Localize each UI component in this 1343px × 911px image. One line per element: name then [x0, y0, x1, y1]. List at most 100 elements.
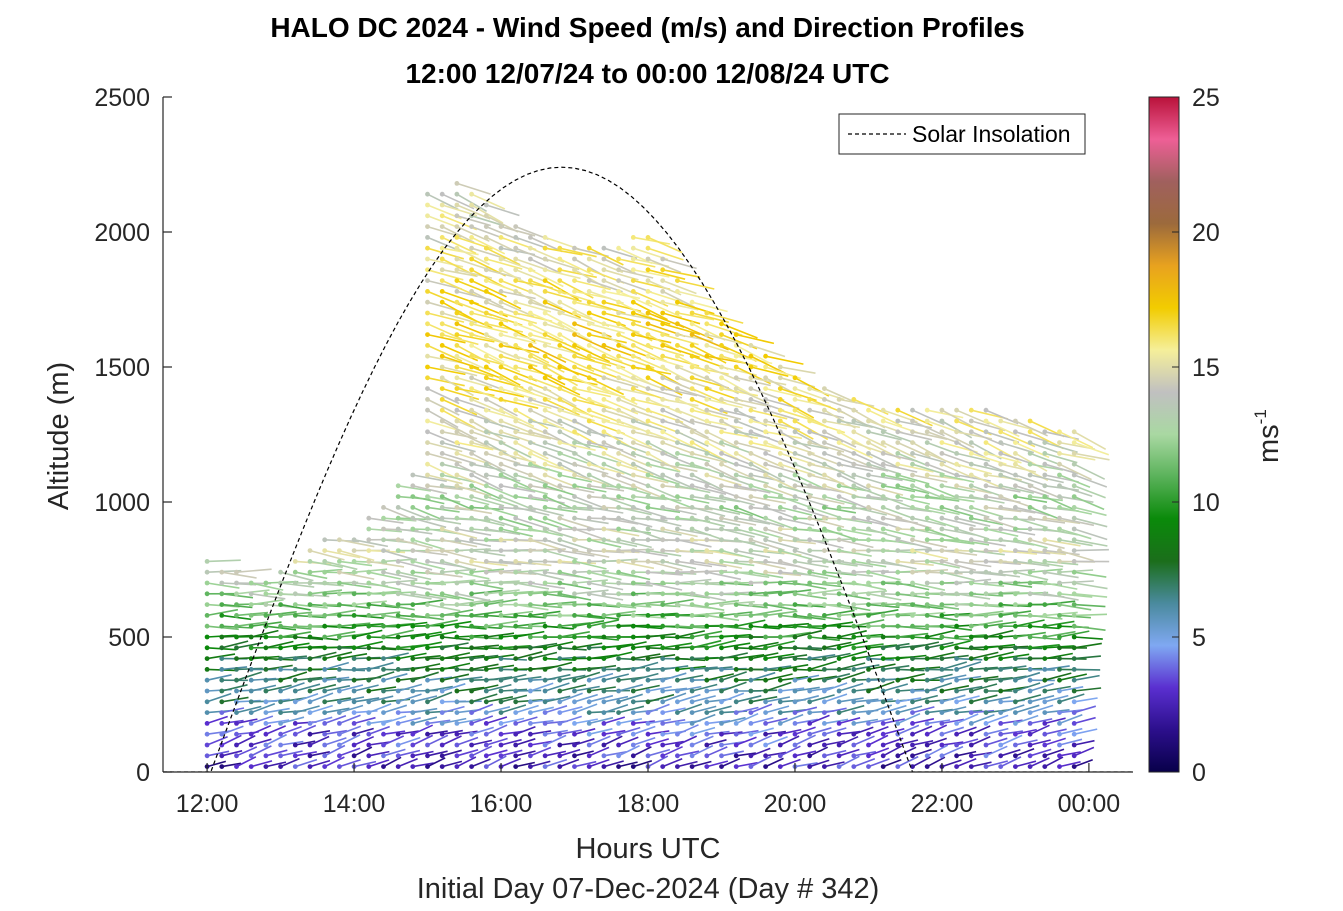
wind-vector	[868, 663, 896, 671]
wind-vector-head	[1057, 505, 1062, 510]
wind-vector-head	[483, 310, 489, 316]
wind-vector-head	[454, 742, 460, 748]
wind-vector-head	[483, 429, 489, 435]
wind-vector	[691, 713, 716, 725]
wind-vector-head	[733, 494, 739, 499]
wind-vector-head	[645, 699, 651, 705]
wind-vector-head	[469, 623, 474, 629]
wind-vector-head	[851, 451, 857, 456]
wind-vector-head	[704, 721, 710, 726]
x-axis-sublabel: Initial Day 07-Dec-2024 (Day # 342)	[417, 873, 880, 905]
wind-vector-head	[292, 753, 298, 759]
wind-vector-head	[645, 418, 651, 424]
wind-vector	[383, 756, 402, 768]
wind-vector-head	[822, 591, 827, 597]
wind-vector-head	[204, 580, 210, 586]
wind-vector	[324, 630, 356, 638]
wind-vector-head	[366, 569, 372, 575]
wind-vector	[794, 560, 829, 568]
wind-vector-head	[292, 677, 298, 683]
wind-vector	[897, 697, 922, 703]
chart-title: HALO DC 2024 - Wind Speed (m/s) and Dire…	[270, 12, 1025, 43]
wind-vector-head	[1027, 742, 1033, 748]
wind-vector	[794, 734, 816, 746]
wind-vector-head	[337, 656, 342, 661]
wind-vector	[221, 750, 243, 757]
wind-vector-head	[219, 602, 225, 607]
wind-vector	[295, 740, 316, 746]
wind-vector-head	[498, 332, 504, 337]
wind-vector-head	[660, 364, 666, 370]
wind-vector-head	[1071, 515, 1077, 521]
wind-vector-head	[307, 634, 313, 640]
wind-vector-head	[557, 526, 563, 532]
wind-vector	[1000, 452, 1035, 465]
wind-vector	[383, 652, 409, 660]
wind-vector-head	[572, 472, 577, 478]
wind-vector-head	[748, 461, 754, 467]
wind-vector	[471, 693, 498, 703]
wind-vector-head	[924, 483, 930, 489]
wind-vector	[530, 441, 564, 455]
wind-vector-head	[675, 310, 680, 316]
wind-vector-head	[586, 580, 592, 586]
wind-vector-head	[675, 494, 680, 499]
wind-vector-head	[263, 742, 269, 748]
wind-vector	[1044, 672, 1072, 681]
wind-vector-head	[454, 375, 460, 381]
wind-vector-head	[469, 429, 474, 435]
wind-vector	[280, 716, 305, 725]
wind-vector	[721, 549, 754, 560]
wind-vector-head	[498, 548, 504, 553]
wind-vector-head	[528, 375, 533, 381]
wind-vector-head	[1057, 688, 1062, 694]
wind-vector-head	[645, 321, 651, 327]
wind-vector	[838, 603, 871, 612]
wind-vector-head	[1027, 526, 1033, 532]
wind-vector-head	[822, 548, 827, 553]
wind-vector-head	[777, 548, 783, 553]
wind-vector-head	[660, 289, 666, 294]
wind-vector-head	[513, 289, 519, 294]
wind-vector-head	[483, 364, 489, 370]
wind-vector-head	[719, 440, 724, 445]
wind-vector	[765, 681, 792, 692]
wind-vector-head	[645, 710, 651, 715]
wind-vector-head	[748, 515, 754, 521]
wind-vector-head	[278, 721, 283, 726]
wind-vector-head	[469, 299, 474, 305]
wind-vector-head	[689, 645, 695, 651]
wind-vector-head	[689, 569, 695, 575]
wind-vector-head	[719, 677, 724, 683]
wind-vector	[1029, 517, 1066, 524]
wind-vector	[500, 225, 536, 237]
wind-vector-head	[924, 645, 930, 651]
wind-vector-head	[263, 688, 269, 694]
wind-vector	[574, 685, 600, 692]
wind-vector	[486, 323, 524, 333]
wind-vector	[647, 463, 681, 473]
wind-vector-head	[528, 721, 533, 726]
wind-vector-head	[483, 202, 489, 208]
wind-vector	[794, 718, 818, 725]
wind-vector-head	[1071, 645, 1077, 651]
wind-vector	[971, 610, 1004, 617]
wind-vector	[530, 582, 566, 590]
wind-vector-head	[895, 764, 901, 769]
wind-vector	[912, 756, 931, 768]
wind-vector-head	[880, 764, 886, 769]
wind-vector	[1059, 713, 1083, 725]
wind-vector-head	[675, 559, 680, 564]
wind-vector-head	[836, 429, 842, 435]
wind-vector-head	[528, 235, 533, 240]
wind-vector-head	[880, 526, 886, 532]
wind-vector-head	[1013, 742, 1018, 748]
wind-vector	[691, 452, 727, 464]
wind-vector-head	[763, 440, 768, 445]
wind-vector-head	[278, 699, 283, 705]
wind-vector-head	[439, 224, 445, 230]
wind-vector-head	[719, 343, 724, 348]
wind-vector-head	[454, 397, 460, 402]
wind-vector-head	[381, 742, 386, 748]
wind-vector-head	[998, 526, 1004, 532]
